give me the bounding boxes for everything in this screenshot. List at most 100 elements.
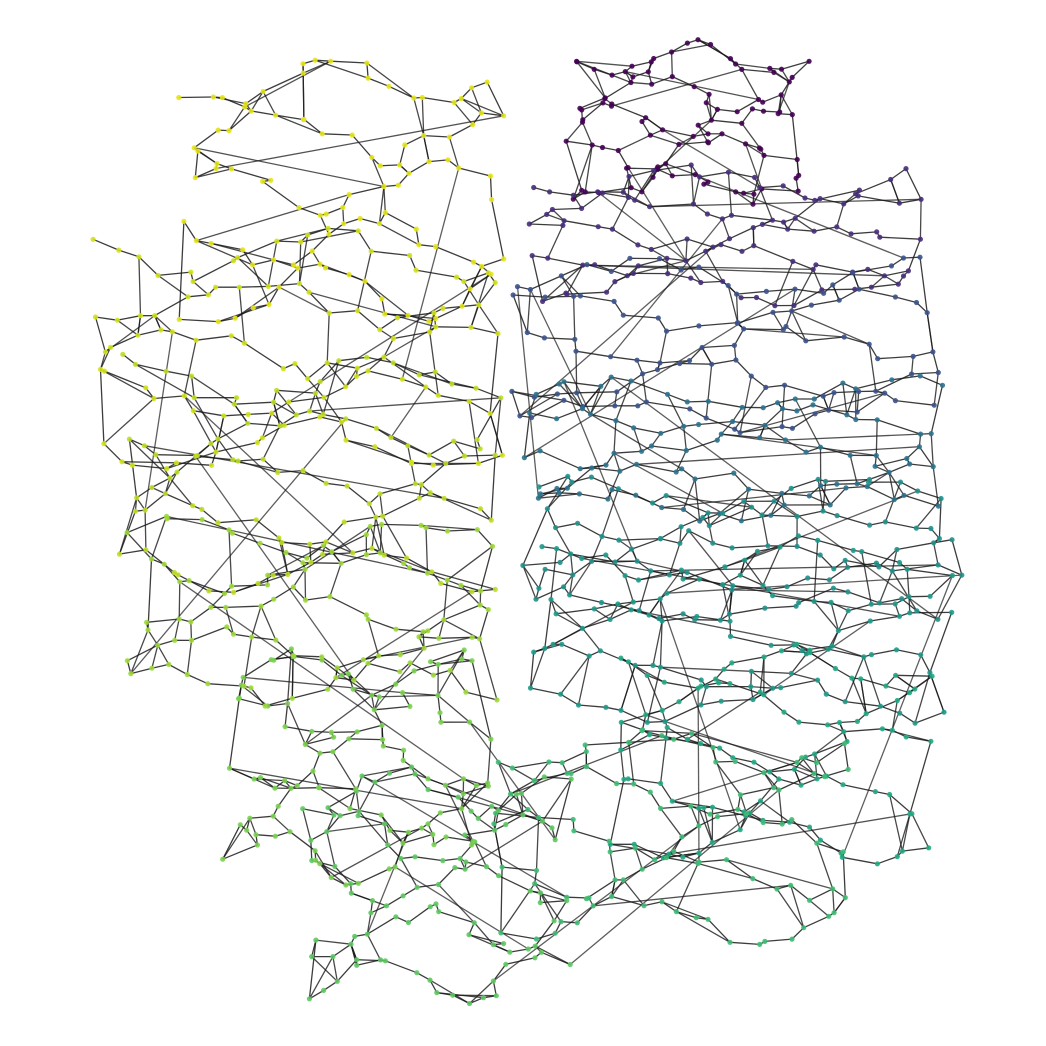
graph-edge (761, 500, 775, 516)
graph-node (331, 734, 337, 740)
graph-edge (932, 466, 940, 507)
graph-node (564, 898, 570, 904)
graph-node (732, 426, 738, 432)
graph-node (684, 736, 691, 742)
graph-node (564, 291, 570, 297)
graph-node (881, 273, 888, 279)
graph-edge (409, 662, 434, 676)
graph-edge (366, 912, 372, 935)
graph-node (215, 127, 221, 133)
graph-node (568, 770, 574, 777)
graph-node (680, 506, 687, 512)
graph-edge (150, 516, 168, 560)
graph-node (781, 219, 787, 225)
graph-node (542, 566, 548, 572)
graph-edge (784, 384, 824, 397)
graph-node (949, 609, 955, 616)
graph-edge (838, 620, 871, 632)
graph-node (491, 821, 497, 827)
graph-edge (122, 353, 136, 365)
graph-node (830, 585, 837, 591)
graph-edge (468, 401, 480, 464)
graph-edge (826, 775, 844, 786)
graph-node (850, 547, 856, 554)
graph-node (536, 585, 542, 591)
graph-edge (593, 608, 611, 620)
graph-node (474, 527, 480, 533)
graph-edge (702, 344, 735, 349)
graph-edge (355, 791, 360, 812)
graph-edge (563, 220, 599, 228)
graph-edge (307, 378, 325, 398)
graph-node (727, 633, 734, 640)
graph-node (235, 458, 241, 464)
graph-edge (929, 612, 953, 673)
graph-edge (722, 500, 745, 514)
graph-edge (217, 422, 249, 440)
graph-node (580, 262, 586, 268)
graph-node (756, 145, 763, 151)
graph-node (882, 390, 888, 396)
graph-node (463, 689, 469, 695)
graph-node (501, 113, 507, 119)
graph-node (842, 895, 848, 901)
graph-edge (308, 940, 317, 999)
graph-edge (478, 609, 489, 639)
graph-edge (620, 665, 636, 711)
graph-node (441, 617, 447, 623)
graph-edge (651, 75, 673, 85)
graph-edge (735, 294, 739, 323)
graph-node (520, 562, 526, 569)
graph-edge (660, 425, 684, 434)
graph-node (351, 677, 357, 683)
graph-edge (741, 68, 774, 74)
graph-node (842, 699, 848, 705)
graph-edge (374, 705, 410, 711)
graph-edge (437, 694, 471, 723)
graph-edge (309, 392, 317, 412)
graph-edge (449, 649, 465, 671)
graph-node (739, 66, 745, 72)
graph-node (265, 572, 271, 578)
graph-edge (576, 60, 633, 67)
graph-node (867, 522, 873, 528)
graph-edge (422, 96, 455, 104)
graph-edge (383, 326, 437, 358)
graph-node (777, 544, 783, 550)
graph-edge (390, 436, 409, 447)
graph-node (608, 374, 614, 380)
graph-node (558, 691, 564, 697)
graph-edge (402, 378, 427, 388)
graph-node (647, 132, 654, 138)
graph-node (651, 55, 657, 62)
graph-edge (690, 164, 695, 205)
graph-node (487, 410, 493, 416)
graph-node (228, 333, 234, 339)
graph-edge (832, 888, 835, 913)
graph-node (144, 619, 150, 625)
graph-node (319, 131, 325, 137)
graph-edge (128, 439, 138, 498)
graph-node (166, 661, 172, 668)
graph-edge (292, 586, 306, 601)
graph-node (705, 510, 711, 516)
graph-node (219, 95, 225, 101)
graph-node (629, 546, 635, 552)
graph-node (779, 406, 786, 412)
graph-edge (764, 408, 783, 426)
graph-node (761, 654, 767, 660)
graph-node (696, 323, 702, 329)
graph-edge (826, 693, 846, 703)
graph-edge (895, 296, 917, 304)
graph-node (247, 815, 253, 821)
graph-node (760, 108, 767, 114)
graph-edge (358, 810, 389, 846)
graph-edge (908, 596, 911, 613)
graph-edge (646, 675, 663, 711)
graph-node (552, 930, 558, 936)
graph-edge (796, 404, 814, 412)
graph-node (669, 173, 675, 179)
graph-node (320, 551, 326, 557)
graph-node (826, 577, 833, 583)
graph-node (719, 131, 725, 137)
